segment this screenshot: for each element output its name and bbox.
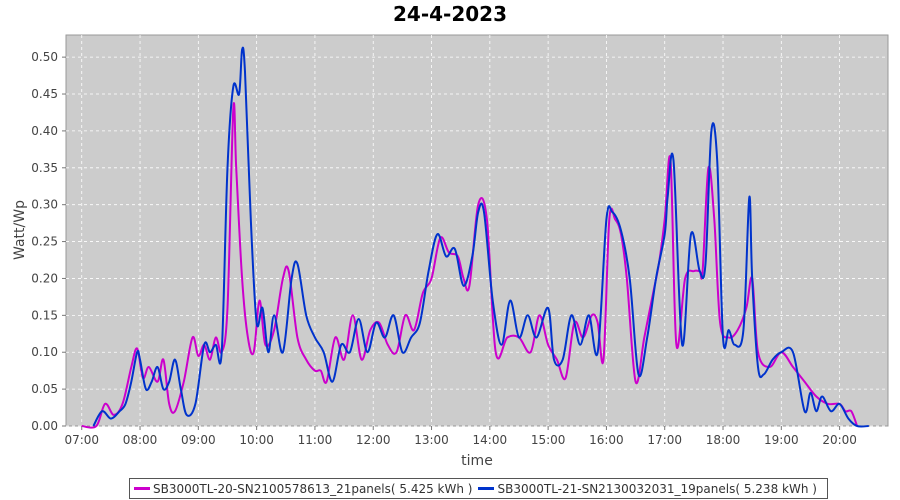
x-tick-label: 10:00 (239, 433, 274, 447)
x-tick-label: 18:00 (706, 433, 741, 447)
x-tick-label: 13:00 (414, 433, 449, 447)
legend-swatch-series-2 (478, 487, 495, 490)
legend-item-series-1: SB3000TL-20-SN2100578613_21panels( 5.425… (134, 482, 472, 496)
y-tick-label: 0.30 (31, 198, 58, 212)
y-tick-label: 0.35 (31, 161, 58, 175)
y-tick-label: 0.15 (31, 308, 58, 322)
legend-label-series-2: SB3000TL-21-SN2130032031_19panels( 5.238… (497, 481, 817, 496)
y-tick-label: 0.00 (31, 419, 58, 433)
chart-title: 24-4-2023 (392, 2, 507, 26)
legend: SB3000TL-20-SN2100578613_21panels( 5.425… (129, 478, 828, 499)
x-tick-label: 14:00 (473, 433, 508, 447)
y-tick-label: 0.25 (31, 235, 58, 249)
y-axis-ticks: 0.00 0.05 0.10 0.15 0.20 0.25 0.30 0.35 0.40 0.45… (31, 50, 66, 433)
x-tick-label: 07:00 (64, 433, 99, 447)
x-tick-label: 20:00 (822, 433, 857, 447)
y-tick-label: 0.20 (31, 271, 58, 285)
y-tick-label: 0.40 (31, 124, 58, 138)
x-tick-label: 15:00 (531, 433, 566, 447)
legend-swatch-series-1 (134, 487, 150, 490)
y-tick-label: 0.05 (31, 382, 58, 396)
legend-item-series-2: SB3000TL-21-SN2130032031_19panels( 5.238… (478, 481, 817, 496)
series-lines (81, 46, 869, 429)
x-tick-label: 08:00 (123, 433, 158, 447)
x-tick-label: 09:00 (181, 433, 216, 447)
x-tick-label: 11:00 (298, 433, 333, 447)
x-axis-label: time (461, 453, 493, 469)
y-tick-label: 0.50 (31, 50, 58, 64)
y-tick-label: 0.45 (31, 87, 58, 101)
x-tick-label: 16:00 (589, 433, 624, 447)
x-tick-label: 17:00 (647, 433, 682, 447)
series-line-2 (92, 46, 869, 428)
y-axis-label: Watt/Wp (12, 200, 28, 260)
x-tick-label: 12:00 (356, 433, 391, 447)
y-tick-label: 0.10 (31, 345, 58, 359)
legend-label-series-1: SB3000TL-20-SN2100578613_21panels( 5.425… (153, 481, 473, 496)
x-tick-label: 19:00 (764, 433, 799, 447)
x-axis-ticks: 07:00 08:00 09:00 10:00 11:00 12:00 13:00 14:00… (64, 426, 857, 447)
